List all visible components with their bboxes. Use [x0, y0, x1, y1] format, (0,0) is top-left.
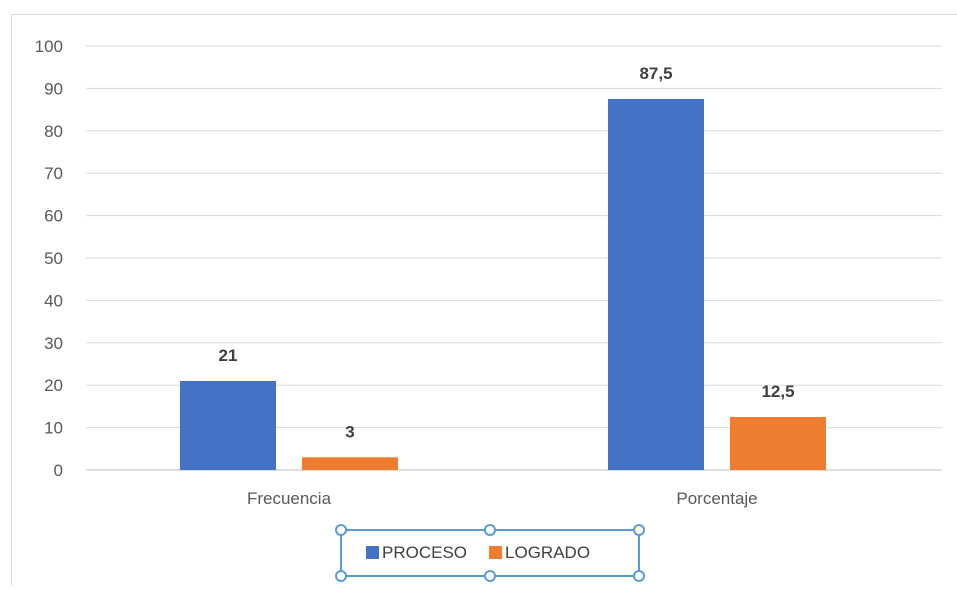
- legend-resize-handle[interactable]: [335, 524, 347, 536]
- y-tick-label: 10: [44, 419, 63, 438]
- data-label: 87,5: [639, 64, 672, 83]
- y-tick-label: 20: [44, 376, 63, 395]
- y-tick-label: 100: [35, 37, 63, 56]
- legend-label-logrado: LOGRADO: [505, 543, 590, 562]
- legend-swatch-logrado: [489, 546, 503, 559]
- legend-label-proceso: PROCESO: [382, 543, 467, 562]
- legend-resize-handle[interactable]: [633, 524, 645, 536]
- y-tick-label: 0: [54, 461, 63, 480]
- category-label: Frecuencia: [247, 489, 332, 508]
- y-tick-label: 30: [44, 334, 63, 353]
- category-label: Porcentaje: [676, 489, 757, 508]
- bar-proceso-porcentaje[interactable]: [608, 99, 704, 470]
- data-label: 3: [345, 422, 354, 441]
- legend-resize-handle[interactable]: [484, 524, 496, 536]
- data-label: 21: [219, 346, 238, 365]
- legend-resize-handle[interactable]: [335, 570, 347, 582]
- chart-frame-top-border: [11, 14, 957, 15]
- y-tick-label: 90: [44, 79, 63, 98]
- bar-logrado-porcentaje[interactable]: [730, 417, 826, 470]
- y-tick-label: 60: [44, 207, 63, 226]
- legend-resize-handle[interactable]: [633, 570, 645, 582]
- y-tick-label: 40: [44, 291, 63, 310]
- y-tick-label: 50: [44, 249, 63, 268]
- data-label: 12,5: [761, 382, 794, 401]
- legend-resize-handle[interactable]: [484, 570, 496, 582]
- chart-frame-left-border: [11, 14, 12, 585]
- bar-proceso-frecuencia[interactable]: [180, 380, 276, 470]
- y-tick-label: 80: [44, 122, 63, 141]
- legend-swatch-proceso: [366, 546, 379, 559]
- bar-logrado-frecuencia[interactable]: [302, 457, 398, 470]
- y-tick-label: 70: [44, 164, 63, 183]
